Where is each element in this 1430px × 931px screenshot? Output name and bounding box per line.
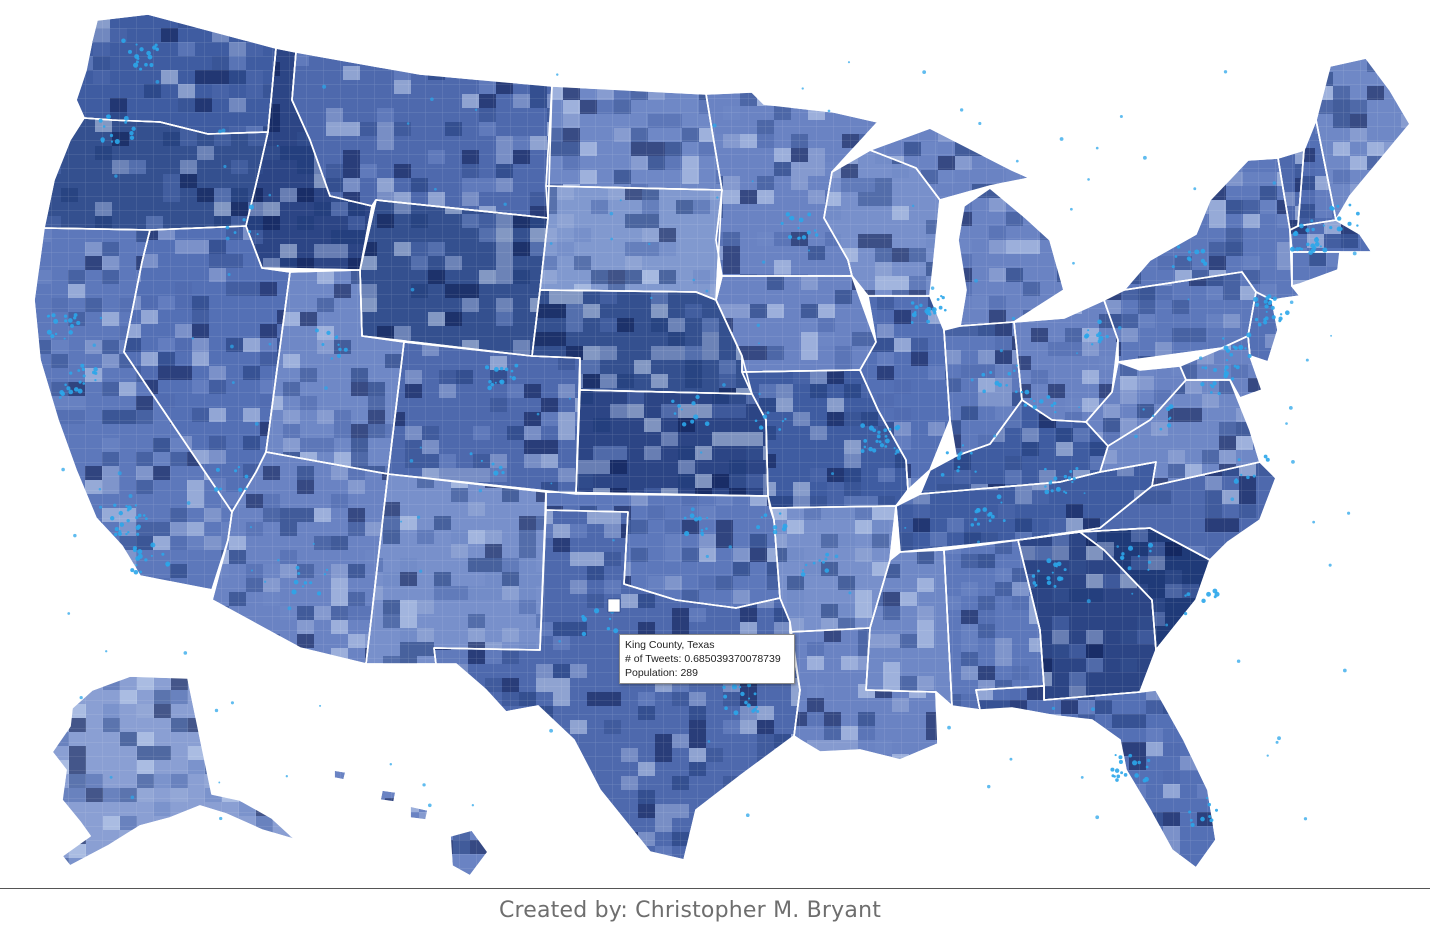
county-tooltip: King County, Texas # of Tweets: 0.685039…: [619, 634, 795, 684]
author-credit: Created by: Christopher M. Bryant: [498, 898, 882, 923]
county-overlay: [33, 13, 1411, 877]
choropleth-map: [33, 13, 1411, 877]
tweet-dots-layer: [46, 38, 1360, 827]
footer-divider: [0, 888, 1430, 889]
tooltip-tweet-count: # of Tweets: 0.685039370078739: [625, 653, 781, 665]
tooltip-county-name: King County, Texas: [625, 639, 715, 651]
tooltip-population: Population: 289: [625, 667, 698, 679]
highlighted-county[interactable]: [607, 598, 621, 613]
